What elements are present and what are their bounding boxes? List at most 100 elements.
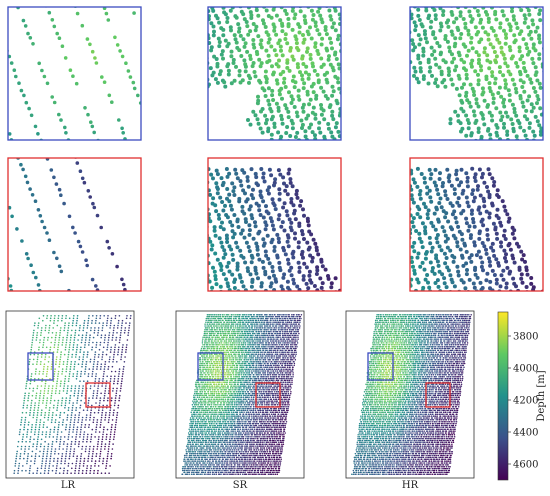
- data-point: [37, 61, 41, 66]
- data-point: [45, 375, 48, 378]
- data-point: [454, 16, 459, 21]
- data-point: [47, 445, 49, 448]
- data-point: [237, 26, 242, 31]
- data-point: [229, 342, 232, 344]
- data-point: [482, 46, 487, 51]
- data-point: [227, 288, 232, 291]
- data-point: [46, 453, 48, 455]
- data-point: [85, 37, 90, 41]
- data-point: [190, 454, 193, 457]
- data-point: [213, 398, 216, 400]
- data-point: [103, 339, 106, 341]
- data-point: [228, 374, 230, 376]
- data-point: [104, 416, 107, 419]
- data-point: [63, 353, 66, 356]
- data-point: [411, 216, 416, 221]
- data-point: [207, 321, 209, 324]
- data-point: [290, 54, 295, 59]
- data-point: [215, 375, 217, 378]
- data-point: [498, 110, 503, 115]
- data-point: [217, 321, 219, 324]
- data-point: [121, 378, 123, 380]
- data-point: [56, 465, 58, 467]
- data-point: [330, 109, 335, 114]
- data-point: [210, 329, 213, 331]
- data-point: [210, 243, 215, 248]
- data-point: [211, 413, 214, 415]
- data-point: [49, 431, 51, 433]
- data-point: [230, 359, 232, 361]
- data-point: [204, 383, 207, 385]
- data-point: [24, 394, 26, 397]
- data-point: [413, 45, 417, 50]
- data-point: [197, 443, 199, 445]
- data-point: [113, 378, 116, 380]
- data-point: [308, 56, 313, 61]
- data-point: [201, 430, 203, 432]
- data-point: [31, 399, 33, 402]
- data-point: [422, 267, 427, 272]
- data-point: [219, 417, 221, 419]
- data-point: [56, 462, 59, 465]
- data-point: [48, 411, 50, 414]
- data-point: [279, 284, 284, 289]
- data-point: [190, 458, 193, 460]
- data-point: [469, 35, 474, 40]
- data-point: [311, 90, 316, 95]
- data-point: [68, 433, 70, 436]
- data-point: [208, 409, 210, 412]
- data-point: [68, 399, 71, 402]
- data-point: [251, 22, 256, 26]
- data-point: [512, 40, 517, 45]
- data-point: [208, 420, 211, 423]
- data-point: [204, 430, 206, 432]
- data-point: [211, 389, 214, 391]
- data-point: [228, 347, 230, 350]
- data-point: [117, 407, 119, 409]
- data-point: [213, 340, 216, 342]
- data-point: [249, 16, 254, 20]
- data-point: [296, 88, 301, 93]
- data-point: [213, 404, 215, 406]
- data-point: [240, 204, 245, 209]
- data-point: [57, 187, 62, 192]
- data-point: [198, 413, 201, 415]
- data-point: [203, 396, 206, 399]
- data-point: [100, 443, 103, 445]
- data-point: [55, 332, 58, 334]
- data-point: [220, 49, 225, 54]
- data-point: [59, 414, 61, 416]
- data-point: [470, 166, 475, 171]
- data-point: [85, 416, 88, 419]
- data-point: [411, 200, 416, 205]
- data-point: [204, 413, 207, 415]
- data-point: [507, 98, 512, 103]
- data-point: [69, 421, 72, 424]
- data-point: [533, 114, 538, 119]
- data-point: [430, 266, 435, 270]
- data-point: [206, 449, 208, 451]
- data-point: [453, 36, 458, 41]
- data-point: [185, 462, 188, 464]
- data-point: [495, 236, 500, 241]
- data-point: [62, 390, 65, 392]
- data-point: [219, 359, 222, 361]
- data-point: [195, 424, 197, 427]
- data-point: [208, 17, 211, 22]
- data-point: [85, 469, 88, 472]
- data-point: [296, 48, 301, 53]
- data-point: [212, 452, 215, 455]
- data-point: [406, 32, 410, 36]
- data-point: [42, 344, 45, 346]
- data-point: [291, 203, 296, 208]
- data-point: [307, 72, 311, 77]
- data-point: [207, 398, 209, 400]
- data-point: [470, 46, 475, 51]
- data-point: [207, 347, 209, 350]
- data-point: [221, 353, 223, 355]
- data-point: [195, 439, 198, 442]
- data-point: [502, 125, 506, 130]
- data-point: [216, 355, 219, 357]
- data-point: [227, 344, 229, 346]
- data-point: [217, 236, 222, 241]
